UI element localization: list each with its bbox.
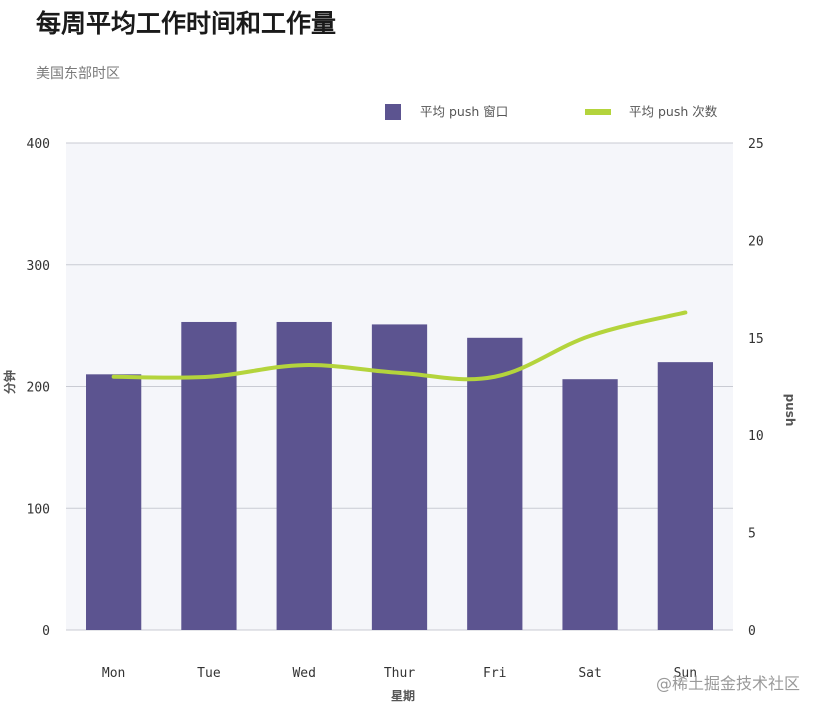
watermark: @稀土掘金技术社区 bbox=[656, 674, 800, 693]
bar bbox=[276, 321, 332, 630]
x-tick-label: Fri bbox=[483, 666, 506, 681]
x-axis-title: 星期 bbox=[391, 688, 415, 703]
bar bbox=[657, 362, 713, 630]
legend: 平均 push 窗口 平均 push 次数 bbox=[385, 104, 718, 120]
bar bbox=[467, 337, 523, 630]
bar bbox=[181, 321, 237, 630]
legend-label: 平均 push 次数 bbox=[629, 104, 718, 119]
y-tick-label: 100 bbox=[27, 502, 50, 517]
y-axis-title: 分钟 bbox=[2, 370, 17, 394]
bar bbox=[86, 374, 142, 630]
y2-tick-label: 5 bbox=[748, 527, 756, 542]
y-axis-left: 0 100 200 300 400 bbox=[27, 137, 50, 639]
x-axis: Mon Tue Wed Thur Fri Sat Sun bbox=[102, 666, 697, 681]
y-tick-label: 0 bbox=[42, 624, 50, 639]
y-tick-label: 400 bbox=[27, 137, 50, 152]
y2-tick-label: 20 bbox=[748, 234, 764, 249]
bar-series bbox=[86, 321, 713, 630]
y2-tick-label: 15 bbox=[748, 332, 764, 347]
x-tick-label: Wed bbox=[292, 666, 315, 681]
y2-tick-label: 25 bbox=[748, 137, 764, 152]
y-tick-label: 200 bbox=[27, 381, 50, 396]
x-tick-label: Sat bbox=[578, 666, 601, 681]
y2-axis-title: push bbox=[783, 394, 797, 427]
y2-tick-label: 0 bbox=[748, 624, 756, 639]
x-tick-label: Tue bbox=[197, 666, 221, 681]
legend-line-swatch bbox=[585, 109, 611, 115]
chart-title: 每周平均工作时间和工作量 bbox=[36, 9, 337, 38]
x-tick-label: Thur bbox=[384, 666, 415, 681]
y-axis-right: 0 5 10 15 20 25 bbox=[748, 137, 764, 639]
line-series bbox=[111, 310, 688, 382]
bar bbox=[562, 379, 618, 630]
x-tick-label: Mon bbox=[102, 666, 125, 681]
legend-label: 平均 push 窗口 bbox=[420, 104, 508, 119]
y2-tick-label: 10 bbox=[748, 429, 764, 444]
chart-subtitle: 美国东部时区 bbox=[36, 66, 120, 82]
x-tick-label: Sun bbox=[674, 666, 697, 681]
y-tick-label: 300 bbox=[27, 259, 50, 274]
legend-bar-swatch bbox=[385, 104, 401, 120]
